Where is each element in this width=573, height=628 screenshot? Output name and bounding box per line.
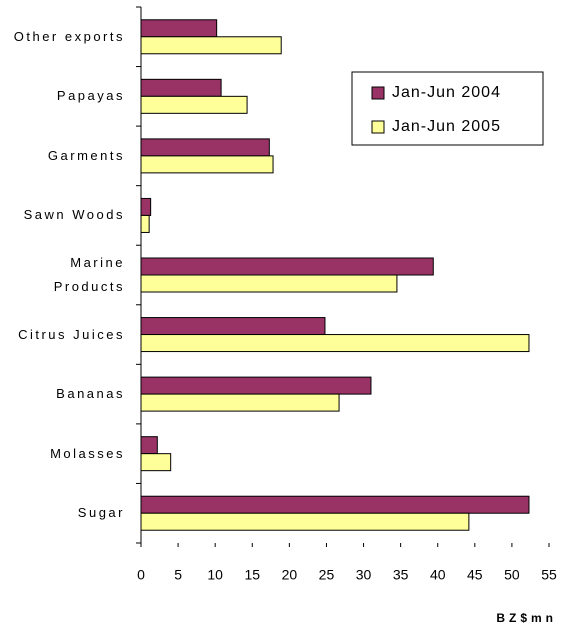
bar	[140, 376, 372, 395]
y-tick-label: Papayas	[56, 88, 125, 104]
bar	[140, 512, 470, 531]
y-tick-label: Citrus Juices	[18, 326, 125, 342]
x-tick-label: 45	[467, 567, 483, 583]
y-tick-label: Marine Products	[53, 255, 125, 294]
legend-label: Jan-Jun 2005	[392, 118, 501, 135]
x-axis-label: BZ$mn	[496, 611, 557, 625]
bar	[140, 393, 340, 412]
bar	[140, 155, 274, 174]
y-tick-label: Molasses	[50, 445, 125, 461]
bar	[140, 36, 282, 55]
y-tick-label: Sawn Woods	[23, 207, 125, 223]
bar	[140, 95, 248, 114]
bar	[140, 78, 222, 97]
legend-swatch	[371, 120, 385, 134]
x-tick-label: 5	[174, 567, 182, 583]
x-tick-label: 25	[319, 567, 335, 583]
x-tick-label: 50	[504, 567, 520, 583]
bar	[140, 138, 270, 157]
x-tick-label: 15	[244, 567, 260, 583]
x-tick-label: 35	[393, 567, 409, 583]
x-tick-label: 55	[541, 567, 557, 583]
x-tick-label: 40	[430, 567, 446, 583]
bar	[140, 197, 152, 216]
bar	[140, 495, 530, 514]
bar	[140, 317, 326, 336]
y-tick-label: Bananas	[56, 386, 125, 402]
bar	[140, 436, 158, 455]
x-tick-label: 20	[282, 567, 298, 583]
bar	[140, 453, 172, 472]
x-tick-label: 30	[356, 567, 372, 583]
bar	[140, 334, 530, 353]
bar	[140, 257, 434, 276]
y-tick-label: Sugar	[77, 505, 125, 521]
x-tick-label: 0	[137, 567, 145, 583]
bar	[140, 19, 218, 38]
legend-label: Jan-Jun 2004	[392, 84, 501, 101]
legend-swatch	[371, 86, 385, 100]
bar	[140, 214, 150, 233]
y-tick-label: Other exports	[13, 28, 125, 44]
y-tick-label: Garments	[47, 147, 125, 163]
x-tick-label: 10	[207, 567, 223, 583]
bar	[140, 274, 398, 293]
